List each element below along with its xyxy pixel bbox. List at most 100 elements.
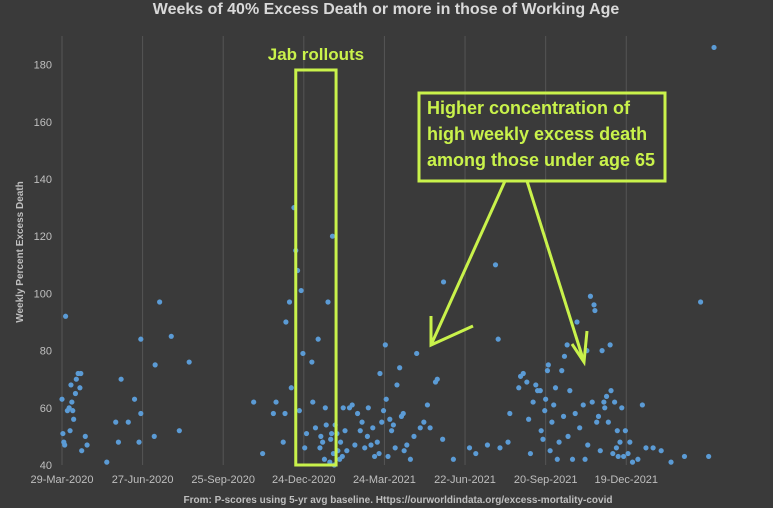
data-point xyxy=(605,419,611,425)
data-point xyxy=(629,459,636,465)
data-point xyxy=(547,448,553,454)
data-point xyxy=(526,416,532,422)
data-point xyxy=(589,399,595,405)
data-point xyxy=(520,370,526,377)
data-point xyxy=(549,419,555,425)
data-point xyxy=(288,385,294,391)
data-point xyxy=(495,336,501,342)
data-point xyxy=(608,388,614,394)
data-point xyxy=(643,445,649,451)
data-point xyxy=(260,450,266,457)
data-point xyxy=(68,382,74,388)
data-point xyxy=(706,453,712,460)
data-point xyxy=(328,430,335,437)
data-point xyxy=(377,370,383,377)
rollout-box xyxy=(294,68,338,467)
data-point xyxy=(540,436,546,442)
data-point xyxy=(60,430,66,437)
data-point xyxy=(407,456,414,462)
data-point xyxy=(574,319,580,325)
data-point xyxy=(565,433,571,439)
y-tick-label: 160 xyxy=(34,117,52,129)
data-point xyxy=(597,448,603,454)
data-point xyxy=(397,365,403,371)
data-point xyxy=(569,456,576,462)
x-tick-labels: 29-Mar-2020 27-Jun-2020 25-Sep-2020 24-Dec-… xyxy=(31,474,659,486)
data-point xyxy=(186,359,192,365)
chart-title: Weeks of 40% Excess Death or more in tho… xyxy=(153,1,620,18)
data-point xyxy=(352,442,358,448)
data-point xyxy=(380,408,387,414)
data-point xyxy=(318,433,324,439)
data-point xyxy=(71,416,77,422)
x-tick-label: 29-Mar-2020 xyxy=(31,474,94,486)
data-point xyxy=(359,419,365,425)
data-point xyxy=(82,433,88,439)
data-point xyxy=(151,433,157,439)
y-tick-label: 120 xyxy=(34,231,52,243)
data-point xyxy=(404,442,410,448)
data-point xyxy=(401,448,407,454)
data-point xyxy=(617,439,623,445)
data-point xyxy=(325,299,331,305)
y-axis-label: Weekly Percent Excess Death xyxy=(15,181,26,323)
data-point xyxy=(556,439,562,445)
x-tick-label: 24-Dec-2020 xyxy=(272,474,336,486)
x-tick-label: 25-Sep-2020 xyxy=(191,474,255,486)
data-point xyxy=(620,453,627,460)
data-point xyxy=(354,410,361,417)
data-point xyxy=(379,419,385,425)
data-point xyxy=(66,405,72,411)
data-point xyxy=(385,453,391,460)
data-point xyxy=(612,399,618,405)
data-point xyxy=(138,336,144,342)
data-point xyxy=(564,342,570,348)
data-point xyxy=(365,405,371,411)
callout-arrowhead-left xyxy=(429,316,474,348)
data-point xyxy=(427,425,433,431)
data-point xyxy=(627,439,633,445)
data-point xyxy=(559,368,565,374)
y-tick-label: 80 xyxy=(40,346,52,358)
y-tick-label: 180 xyxy=(34,60,52,72)
data-point xyxy=(168,333,174,339)
data-point xyxy=(115,439,122,445)
data-point xyxy=(323,422,329,428)
data-point xyxy=(312,425,319,431)
data-point xyxy=(622,428,628,434)
data-point xyxy=(310,399,316,405)
data-point xyxy=(543,396,549,402)
data-point xyxy=(392,445,398,451)
data-point xyxy=(639,402,645,408)
data-point xyxy=(497,445,503,451)
data-point xyxy=(424,402,431,408)
data-point xyxy=(383,396,389,402)
data-point xyxy=(251,399,257,405)
data-point xyxy=(516,385,522,391)
data-point xyxy=(421,419,427,425)
data-point xyxy=(131,396,138,402)
data-point xyxy=(62,313,69,319)
source-note: From: P-scores using 5-yr avg baseline. … xyxy=(184,495,613,506)
data-point xyxy=(610,450,616,457)
data-point xyxy=(176,428,182,434)
data-point xyxy=(551,402,557,408)
data-point xyxy=(580,402,586,408)
data-point xyxy=(315,336,321,342)
data-point xyxy=(577,425,583,431)
data-point xyxy=(296,408,302,414)
data-point xyxy=(507,410,513,417)
data-point xyxy=(697,299,704,305)
data-point xyxy=(615,453,621,460)
data-point xyxy=(329,233,336,239)
callout-line-1: Higher concentration of xyxy=(427,98,631,118)
data-point xyxy=(595,413,602,419)
callout-line-2: high weekly excess death xyxy=(427,124,647,144)
data-point xyxy=(524,379,530,385)
callout-line-3: among those under age 65 xyxy=(427,150,655,170)
data-point xyxy=(371,453,378,460)
data-point xyxy=(72,390,79,397)
callout-box xyxy=(417,91,667,183)
data-point xyxy=(327,459,333,465)
data-point xyxy=(382,342,388,348)
